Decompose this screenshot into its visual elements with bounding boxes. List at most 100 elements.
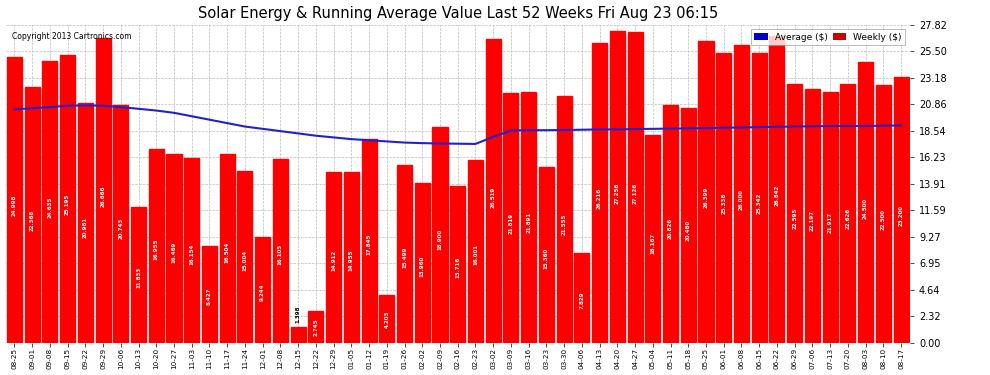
Text: 26.216: 26.216 — [597, 188, 602, 209]
Bar — [326, 172, 342, 343]
Bar — [308, 311, 324, 343]
Text: 7.829: 7.829 — [579, 291, 584, 309]
Text: 4.203: 4.203 — [384, 311, 389, 328]
Text: 16.955: 16.955 — [153, 239, 158, 260]
Text: 21.891: 21.891 — [526, 212, 532, 233]
Bar — [397, 165, 412, 343]
Text: 21.819: 21.819 — [509, 212, 514, 234]
Bar — [876, 86, 891, 343]
Bar — [805, 89, 820, 343]
Bar — [645, 135, 660, 343]
Bar — [663, 105, 678, 343]
Bar — [433, 126, 447, 343]
Bar — [610, 31, 625, 343]
Text: 20.826: 20.826 — [668, 218, 673, 239]
Text: 16.504: 16.504 — [225, 242, 230, 263]
Text: 17.845: 17.845 — [366, 234, 371, 255]
Bar — [220, 154, 235, 343]
Bar — [734, 45, 749, 343]
Bar — [255, 237, 270, 343]
Bar — [361, 139, 376, 343]
Bar — [238, 171, 252, 343]
Text: Copyright 2013 Cartronics.com: Copyright 2013 Cartronics.com — [12, 32, 132, 41]
Text: 1.398: 1.398 — [296, 306, 301, 323]
Text: 22.595: 22.595 — [792, 208, 797, 230]
Bar — [894, 77, 909, 343]
Legend: Average ($), Weekly ($): Average ($), Weekly ($) — [750, 29, 906, 45]
Text: 25.338: 25.338 — [722, 193, 727, 214]
Text: 26.842: 26.842 — [774, 185, 779, 206]
Bar — [450, 186, 465, 343]
Text: 22.626: 22.626 — [845, 208, 850, 229]
Bar — [273, 159, 288, 343]
Text: 13.716: 13.716 — [455, 257, 460, 278]
Bar — [556, 96, 571, 343]
Bar — [486, 39, 501, 343]
Text: 15.499: 15.499 — [402, 247, 407, 268]
Bar — [415, 183, 430, 343]
Bar — [7, 57, 22, 343]
Bar — [202, 246, 217, 343]
Bar — [379, 295, 394, 343]
Text: 16.001: 16.001 — [473, 244, 478, 266]
Bar — [113, 105, 129, 343]
Text: 20.981: 20.981 — [83, 217, 88, 238]
Text: 13.960: 13.960 — [420, 255, 425, 277]
Text: 2.745: 2.745 — [314, 319, 319, 336]
Bar — [148, 149, 163, 343]
Text: 16.105: 16.105 — [278, 244, 283, 265]
Text: 18.167: 18.167 — [650, 232, 655, 254]
Text: 22.197: 22.197 — [810, 210, 815, 231]
Bar — [468, 160, 483, 343]
Text: 24.635: 24.635 — [48, 197, 52, 218]
Bar — [184, 158, 199, 343]
Bar — [78, 103, 93, 343]
Bar — [503, 93, 519, 343]
Bar — [823, 92, 838, 343]
Text: 16.154: 16.154 — [189, 243, 194, 265]
Text: 21.917: 21.917 — [828, 212, 833, 233]
Bar — [858, 63, 873, 343]
Bar — [769, 36, 784, 343]
Text: 25.342: 25.342 — [756, 193, 761, 214]
Bar — [96, 38, 111, 343]
Text: 26.000: 26.000 — [739, 189, 743, 210]
Bar — [787, 84, 802, 343]
Text: 14.912: 14.912 — [331, 251, 337, 272]
Bar — [751, 53, 766, 343]
Bar — [60, 54, 75, 343]
Bar — [521, 92, 537, 343]
Title: Solar Energy & Running Average Value Last 52 Weeks Fri Aug 23 06:15: Solar Energy & Running Average Value Las… — [198, 6, 718, 21]
Bar — [43, 61, 57, 343]
Text: 9.244: 9.244 — [260, 283, 265, 301]
Bar — [841, 84, 855, 343]
Text: 23.200: 23.200 — [899, 205, 904, 226]
Text: 21.555: 21.555 — [561, 214, 566, 235]
Bar — [25, 87, 40, 343]
Bar — [628, 33, 643, 343]
Text: 15.004: 15.004 — [243, 250, 248, 271]
Text: 18.900: 18.900 — [438, 228, 443, 249]
Text: 16.469: 16.469 — [171, 242, 176, 263]
Bar — [539, 167, 554, 343]
Bar — [681, 108, 696, 343]
Text: 25.195: 25.195 — [65, 194, 70, 215]
Text: 26.666: 26.666 — [101, 186, 106, 207]
Text: 27.256: 27.256 — [615, 183, 620, 204]
Text: 20.743: 20.743 — [119, 218, 124, 240]
Text: 26.399: 26.399 — [704, 187, 709, 209]
Text: 20.480: 20.480 — [686, 220, 691, 241]
Bar — [291, 327, 306, 343]
Text: 15.360: 15.360 — [544, 248, 548, 269]
Text: 8.427: 8.427 — [207, 288, 212, 305]
Bar — [166, 154, 181, 343]
Bar — [716, 53, 732, 343]
Text: 11.833: 11.833 — [136, 267, 141, 288]
Text: 22.500: 22.500 — [881, 209, 886, 230]
Text: 27.126: 27.126 — [633, 183, 638, 204]
Text: 14.955: 14.955 — [348, 250, 353, 272]
Text: 22.368: 22.368 — [30, 209, 35, 231]
Bar — [574, 253, 589, 343]
Text: 24.998: 24.998 — [12, 195, 17, 216]
Bar — [592, 43, 607, 343]
